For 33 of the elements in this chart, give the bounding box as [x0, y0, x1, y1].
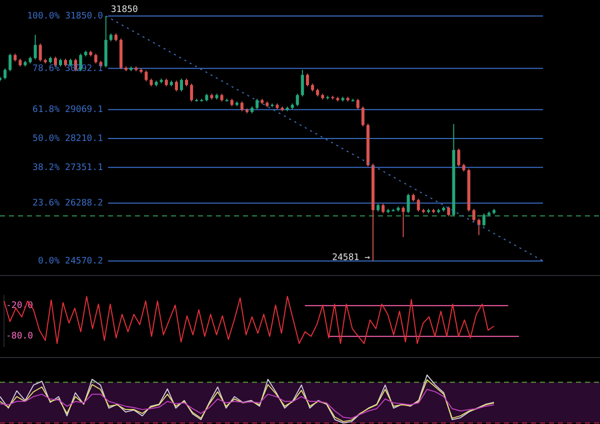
candlestick — [4, 68, 7, 80]
candlestick — [472, 208, 476, 222]
candlestick — [457, 148, 460, 167]
candlestick — [306, 73, 309, 87]
ref-line-label: 38.2% 27351.1 — [32, 162, 103, 173]
candlestick — [240, 100, 244, 112]
y-tick-label: -80.0 — [6, 332, 34, 342]
candlestick — [144, 70, 148, 82]
annotation: 31850 — [110, 4, 138, 15]
candlestick — [38, 43, 42, 62]
ref-line-label: 23.6% 26288.2 — [32, 198, 103, 209]
ref-line-label: 50.0% 28210.1 — [32, 134, 103, 144]
annotation: 24581 → — [332, 252, 371, 263]
candlestick — [256, 98, 259, 110]
candlestick — [416, 198, 420, 212]
candlestick — [402, 206, 405, 238]
ref-line-label: 0.0% 24570.2 — [38, 256, 103, 266]
candlestick — [300, 69, 304, 97]
ref-line-label: 61.8% 29069.1 — [32, 104, 103, 115]
candlestick — [482, 213, 486, 227]
candlestick — [174, 80, 178, 92]
candlestick — [406, 193, 410, 214]
candlestick — [382, 203, 385, 214]
candlestick — [8, 53, 12, 72]
candlestick — [190, 83, 194, 102]
candlestick — [447, 206, 450, 217]
candlestick — [361, 106, 364, 127]
candlestick — [296, 93, 299, 107]
candlestick — [34, 34, 37, 60]
ref-line-label: 100.0% 31850.0 — [27, 11, 103, 22]
candlestick — [356, 98, 360, 110]
candlestick — [94, 53, 98, 64]
candlestick — [180, 78, 183, 92]
